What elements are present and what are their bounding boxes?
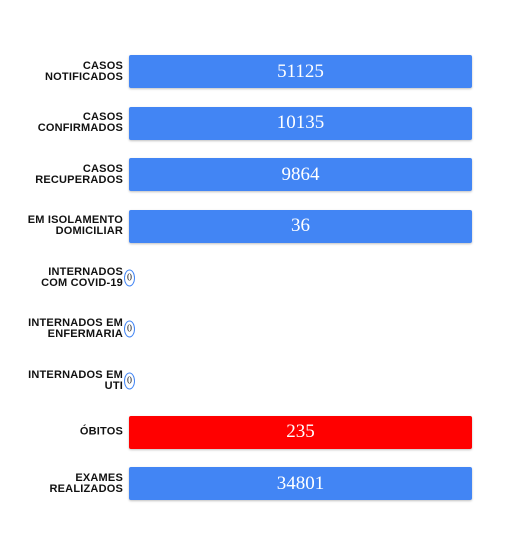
stat-row: INTERNADOS EM ENFERMARIA 0	[0, 313, 521, 346]
stat-value: 36	[291, 215, 310, 236]
label-line: CASOS	[82, 162, 123, 175]
stat-value: 9864	[281, 163, 320, 185]
stat-row: CASOS CONFIRMADOS 10135	[0, 106, 521, 140]
stat-label: INTERNADOS EM UTI	[28, 368, 123, 392]
stat-bar: 9864	[129, 158, 472, 191]
stat-label: CASOS RECUPERADOS	[35, 162, 123, 186]
stat-row: INTERNADOS EM UTI 0	[0, 364, 521, 397]
stat-row: CASOS RECUPERADOS 9864	[0, 158, 521, 191]
stat-value-zero: 0	[124, 372, 135, 389]
stat-bar: 36	[129, 209, 472, 243]
label-line: INTERNADOS EM	[28, 317, 123, 329]
label-line: ENFERMARIA	[47, 328, 123, 340]
stat-value: 10135	[276, 112, 325, 133]
stat-label: CASOS CONFIRMADOS	[38, 112, 123, 134]
stat-bar: 10135	[129, 106, 472, 140]
stat-label: ÓBITOS	[79, 425, 123, 438]
stat-label: EXAMES REALIZADOS	[49, 471, 124, 495]
stat-value: 34801	[276, 472, 325, 494]
stat-bar: 51125	[129, 55, 472, 88]
label-line: RECUPERADOS	[35, 173, 123, 186]
label-line: REALIZADOS	[49, 482, 123, 495]
label-line: EM ISOLAMENTO	[27, 214, 123, 226]
stat-bar: 34801	[129, 467, 472, 500]
stat-row: CASOS NOTIFICADOS 51125	[0, 55, 521, 88]
label-line: INTERNADOS	[48, 265, 123, 278]
label-line: UTI	[104, 379, 123, 392]
stat-label: EM ISOLAMENTO DOMICILIAR	[28, 215, 123, 237]
label-line: EXAMES	[75, 471, 123, 484]
stat-value-zero: 0	[124, 320, 135, 338]
stat-row: INTERNADOS COM COVID-19 0	[0, 261, 521, 294]
label-line: INTERNADOS EM	[28, 368, 123, 381]
stat-label: CASOS NOTIFICADOS	[45, 59, 123, 83]
stat-row: EXAMES REALIZADOS 34801	[0, 467, 521, 500]
label-line: NOTIFICADOS	[45, 70, 123, 83]
stat-label: INTERNADOS EM ENFERMARIA	[28, 318, 123, 340]
stat-value-zero: 0	[124, 269, 135, 286]
stat-value: 51125	[277, 60, 324, 82]
label-line: CASOS	[82, 111, 123, 123]
label-line: DOMICILIAR	[55, 225, 123, 237]
label-line: CASOS	[82, 59, 123, 72]
stat-row: EM ISOLAMENTO DOMICILIAR 36	[0, 209, 521, 243]
stat-row: ÓBITOS 235	[0, 415, 521, 449]
label-line: ÓBITOS	[79, 425, 123, 438]
stat-value: 235	[286, 421, 315, 442]
label-line: CONFIRMADOS	[37, 122, 123, 134]
label-line: COM COVID-19	[41, 276, 123, 289]
stat-label: INTERNADOS COM COVID-19	[41, 265, 123, 289]
stat-bar: 235	[129, 415, 472, 449]
